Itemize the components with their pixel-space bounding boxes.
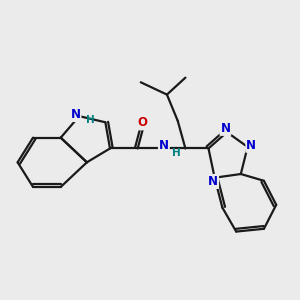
Text: N: N — [208, 175, 218, 188]
Text: H: H — [86, 115, 95, 125]
Text: H: H — [172, 148, 180, 158]
Text: N: N — [70, 108, 80, 121]
Text: N: N — [246, 139, 256, 152]
Text: O: O — [137, 116, 147, 129]
Text: N: N — [208, 175, 218, 188]
Text: N: N — [220, 122, 230, 135]
Text: N: N — [159, 140, 169, 152]
